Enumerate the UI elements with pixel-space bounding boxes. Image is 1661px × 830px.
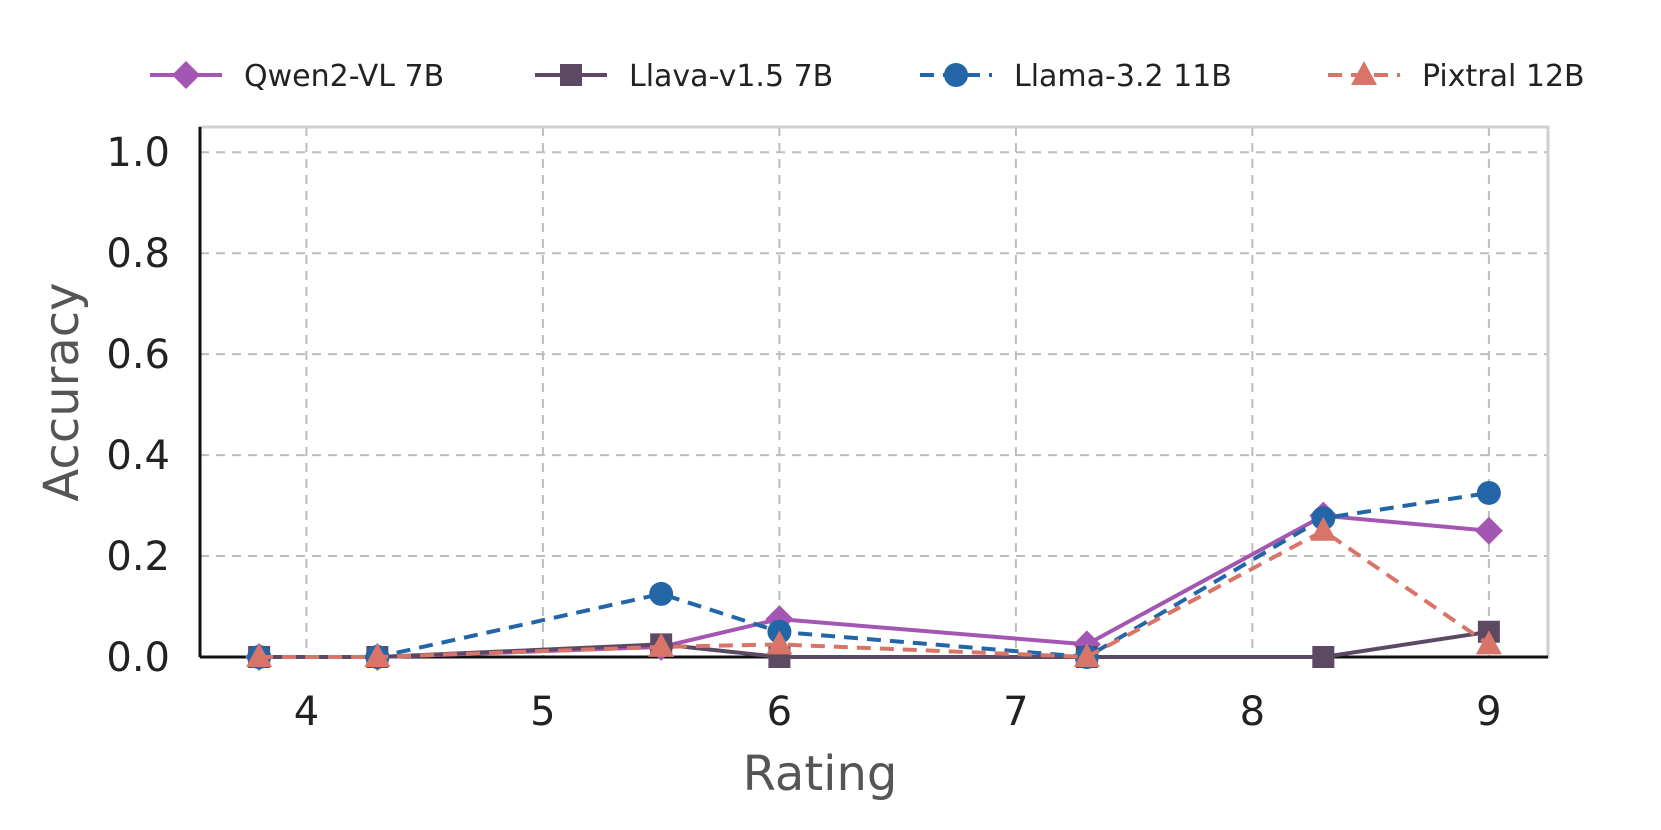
- series-2: [247, 480, 1501, 669]
- legend-label: Pixtral 12B: [1422, 59, 1585, 94]
- data-point: [766, 630, 793, 655]
- series-line: [259, 491, 1490, 659]
- tick-labels: 4 5 6 7 8 9 0.0 0.2 0.4 0.6 0.8 1.0: [106, 130, 1501, 735]
- y-tick-label: 1.0: [106, 130, 170, 176]
- x-tick-label: 6: [767, 689, 792, 735]
- x-axis-label: Rating: [743, 746, 898, 802]
- legend-swatch-marker: [1351, 61, 1377, 85]
- data-point: [1073, 643, 1100, 667]
- legend: Qwen2-VL 7B Llava-v1.5 7B Llama-3.2 11B Pix…: [150, 59, 1585, 94]
- plot-frame: [198, 125, 1550, 659]
- legend-swatch-marker: [172, 61, 200, 89]
- y-tick-label: 0.6: [106, 332, 170, 378]
- legend-label: Qwen2-VL 7B: [244, 59, 444, 94]
- legend-swatch-marker: [944, 63, 968, 87]
- x-tick-label: 8: [1240, 689, 1265, 735]
- y-tick-label: 0.2: [106, 534, 170, 580]
- legend-swatch-marker: [560, 64, 582, 86]
- data-point: [1312, 646, 1335, 668]
- y-tick-label: 0.0: [106, 635, 170, 681]
- plot-border: [198, 125, 1550, 659]
- data-point: [364, 643, 391, 667]
- data-point: [649, 581, 674, 606]
- data-point: [1476, 480, 1501, 505]
- y-tick-label: 0.4: [106, 433, 170, 479]
- legend-entry: Llama-3.2 11B: [920, 59, 1232, 94]
- grid: [200, 127, 1548, 658]
- legend-label: Llava-v1.5 7B: [629, 59, 833, 94]
- series-line: [259, 513, 1490, 659]
- y-axis-label: Accuracy: [34, 282, 90, 501]
- data-point: [1310, 516, 1337, 541]
- data-point: [246, 643, 273, 667]
- series-layer: [245, 480, 1503, 671]
- x-tick-label: 5: [530, 689, 555, 735]
- x-tick-label: 9: [1476, 689, 1501, 735]
- legend-label: Llama-3.2 11B: [1014, 59, 1232, 94]
- series-0: [245, 501, 1503, 671]
- x-tick-label: 7: [1003, 689, 1028, 735]
- legend-entry: Qwen2-VL 7B: [150, 59, 444, 94]
- series-3: [246, 516, 1502, 667]
- data-point: [648, 632, 675, 657]
- data-point: [1475, 630, 1502, 655]
- legend-entry: Llava-v1.5 7B: [535, 59, 833, 94]
- x-tick-label: 4: [294, 689, 319, 735]
- data-point: [1474, 516, 1503, 545]
- legend-entry: Pixtral 12B: [1328, 59, 1585, 94]
- y-tick-label: 0.8: [106, 231, 170, 277]
